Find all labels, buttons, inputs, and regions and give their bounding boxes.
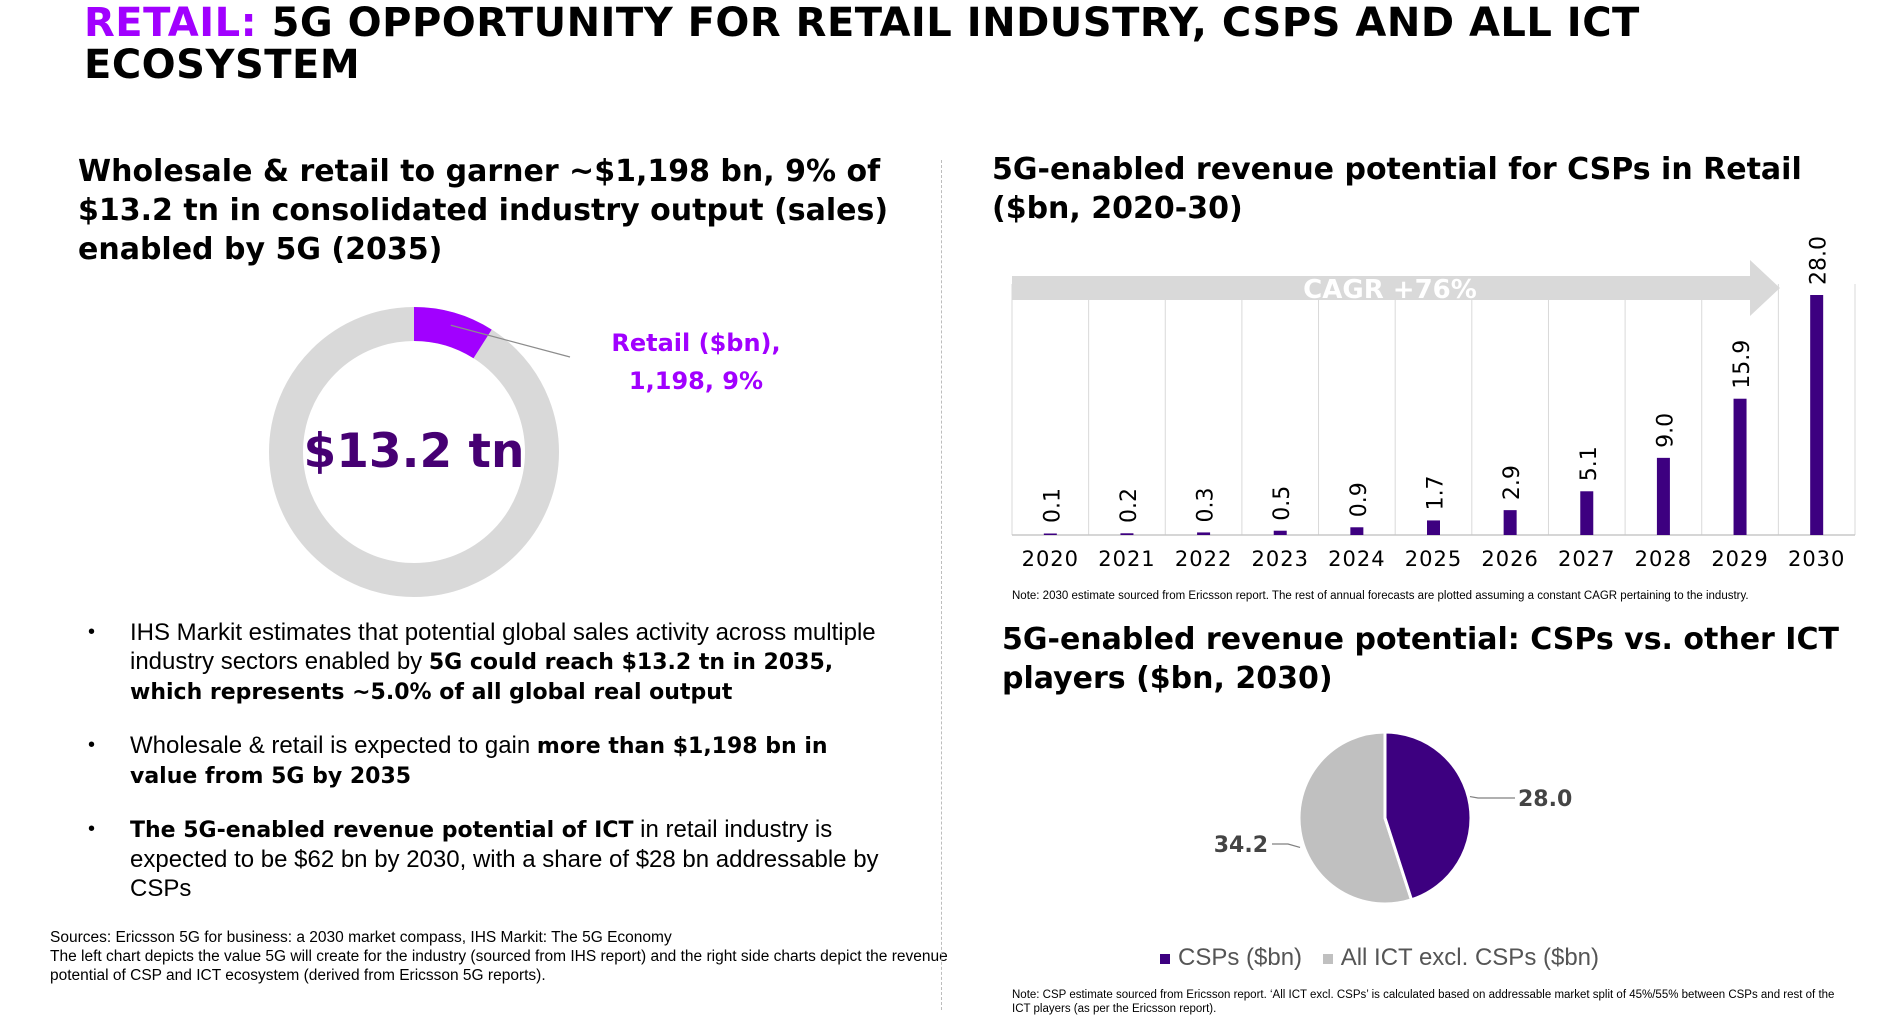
legend-item-csps: CSPs ($bn) <box>1160 944 1302 971</box>
bar-2030 <box>1810 295 1824 535</box>
bar-value-label: 0.1 <box>1040 488 1065 523</box>
x-tick-label: 2023 <box>1252 547 1309 571</box>
bar-chart: CAGR +76% 0.1 2020 0.2 2021 0.3 2022 0.5 2023 0.… <box>1011 236 1856 571</box>
bullet-list: IHS Markit estimates that potential glob… <box>88 618 880 927</box>
slide-title: RETAIL: 5G OPPORTUNITY FOR RETAIL INDUST… <box>84 2 1844 86</box>
title-keyword: RETAIL: <box>84 0 258 46</box>
legend-swatch-csps <box>1160 953 1170 964</box>
bar-value-label: 1.7 <box>1424 475 1449 510</box>
bar-2027 <box>1580 491 1594 535</box>
x-tick-label: 2028 <box>1635 547 1692 571</box>
bar-value-label: 0.5 <box>1270 486 1295 521</box>
x-tick-label: 2022 <box>1175 547 1232 571</box>
pie-leader-ict <box>1272 843 1301 848</box>
donut-retail-label-line1: Retail ($bn), <box>611 329 780 357</box>
x-tick-label: 2020 <box>1022 547 1079 571</box>
bar-value-label: 9.0 <box>1653 413 1678 448</box>
pie-slice-ict <box>1297 730 1414 906</box>
bar-2028 <box>1656 457 1670 535</box>
bullet-item: The 5G-enabled revenue potential of ICT … <box>88 815 880 903</box>
bar-value-label: 15.9 <box>1730 340 1755 389</box>
cagr-annotation: CAGR +76% <box>1303 275 1477 305</box>
pie-slice-csps <box>1383 730 1473 902</box>
bar-2021 <box>1120 533 1134 535</box>
bar-chart-heading: 5G-enabled revenue potential for CSPs in… <box>992 152 1802 226</box>
pie-chart: 28.0 34.2 <box>1214 730 1572 906</box>
donut-retail-label-line2: 1,198, 9% <box>629 367 763 395</box>
bar-value-label: 0.2 <box>1117 488 1142 523</box>
bar-value-label: 5.1 <box>1577 446 1602 481</box>
sources-text: Sources: Ericsson 5G for business: a 203… <box>50 928 950 985</box>
bar-chart-note: Note: 2030 estimate sourced from Ericsso… <box>1012 590 1749 602</box>
left-heading: Wholesale & retail to garner ~$1,198 bn,… <box>78 154 889 267</box>
donut-slice-retail <box>413 307 492 359</box>
x-tick-label: 2021 <box>1098 547 1155 571</box>
bar-chart-grid <box>1011 284 1856 536</box>
donut-chart: $13.2 tn Retail ($bn), 1,198, 9% <box>269 307 781 597</box>
pie-label-csps: 28.0 <box>1518 787 1572 812</box>
legend-item-ict: All ICT excl. CSPs ($bn) <box>1322 944 1599 971</box>
legend-swatch-ict <box>1322 953 1333 964</box>
bar-2022 <box>1197 532 1211 535</box>
x-tick-label: 2025 <box>1405 547 1462 571</box>
x-tick-label: 2030 <box>1788 547 1845 571</box>
bullet-item: Wholesale & retail is expected to gain m… <box>88 731 880 791</box>
sources-line2: The left chart depicts the value 5G will… <box>50 948 948 984</box>
x-tick-label: 2026 <box>1481 547 1538 571</box>
donut-leader-line <box>450 324 571 358</box>
bullet-item: IHS Markit estimates that potential glob… <box>88 618 880 707</box>
x-tick-label: 2024 <box>1328 547 1385 571</box>
bar-2025 <box>1427 520 1440 535</box>
column-divider <box>941 160 942 1010</box>
pie-legend: CSPs ($bn) All ICT excl. CSPs ($bn) <box>1160 944 1680 972</box>
bar-value-label: 2.9 <box>1500 465 1525 500</box>
title-text: 5G OPPORTUNITY FOR RETAIL INDUSTRY, CSPS… <box>84 0 1640 88</box>
bar-2026 <box>1503 510 1517 535</box>
cagr-arrow <box>1012 260 1780 316</box>
pie-label-ict: 34.2 <box>1214 833 1268 858</box>
bar-2024 <box>1350 527 1364 535</box>
pie-leader-csps <box>1469 795 1515 799</box>
bar-value-label: 28.0 <box>1807 236 1832 285</box>
x-tick-label: 2027 <box>1558 547 1615 571</box>
donut-center-label: $13.2 tn <box>304 424 525 479</box>
bar-2029 <box>1733 398 1747 535</box>
sources-line1: Sources: Ericsson 5G for business: a 203… <box>50 929 672 946</box>
pie-chart-heading: 5G-enabled revenue potential: CSPs vs. o… <box>1002 622 1839 696</box>
bar-2020 <box>1043 533 1057 535</box>
bar-value-label: 0.9 <box>1347 482 1372 517</box>
bar-value-label: 0.3 <box>1194 487 1219 522</box>
bar-2023 <box>1273 530 1287 535</box>
x-tick-label: 2029 <box>1711 547 1768 571</box>
